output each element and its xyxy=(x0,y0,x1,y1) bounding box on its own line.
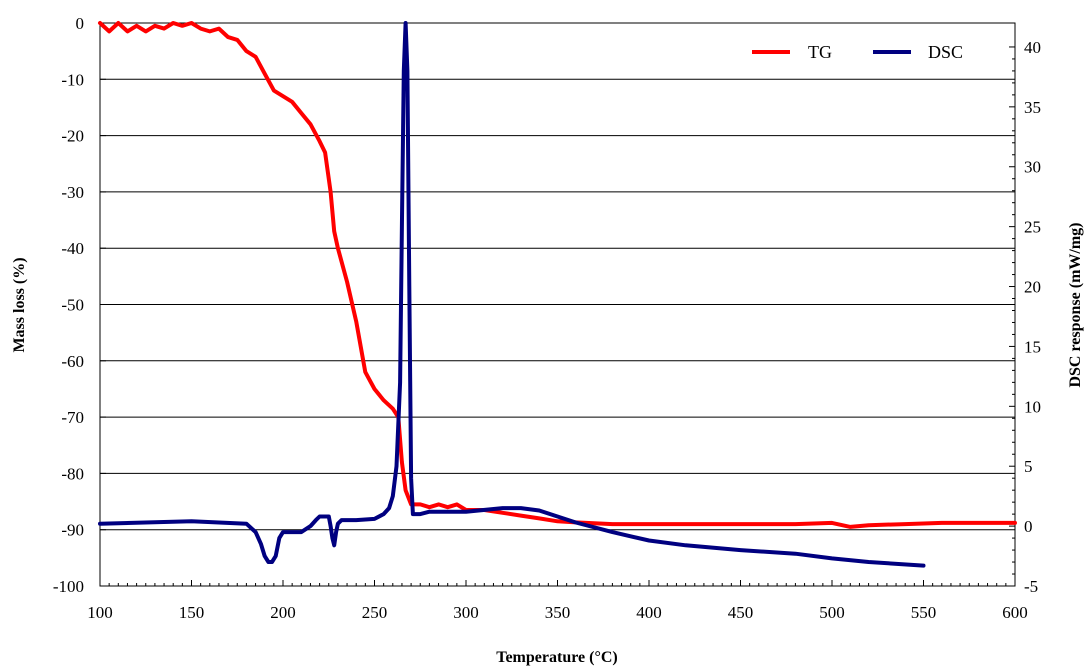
x-tick-label: 150 xyxy=(179,603,205,622)
y-left-tick-label: -60 xyxy=(61,352,84,371)
x-tick-label: 500 xyxy=(819,603,845,622)
series-line-dsc xyxy=(98,21,926,568)
x-tick-label: 400 xyxy=(636,603,662,622)
legend-label-tg: TG xyxy=(808,42,832,62)
x-tick-label: 350 xyxy=(545,603,571,622)
y-left-tick-label: 0 xyxy=(76,14,85,33)
x-tick-label: 200 xyxy=(270,603,296,622)
y-right-tick-label: 25 xyxy=(1024,218,1041,237)
y-right-tick-label: -5 xyxy=(1024,577,1038,596)
y-right-tick-label: 35 xyxy=(1024,98,1041,117)
y-right-tick-label: 15 xyxy=(1024,337,1041,356)
series-layer xyxy=(98,21,1017,568)
y-right-tick-label: 30 xyxy=(1024,158,1041,177)
y-right-tick-label: 10 xyxy=(1024,397,1041,416)
y-left-tick-label: -100 xyxy=(53,577,84,596)
y-right-tick-label: 0 xyxy=(1024,517,1033,536)
y-left-tick-label: -70 xyxy=(61,408,84,427)
x-tick-label: 250 xyxy=(362,603,388,622)
x-tick-label: 300 xyxy=(453,603,479,622)
series-line-tg xyxy=(98,21,1017,529)
x-tick-label: 550 xyxy=(911,603,937,622)
x-axis-title: Temperature (°C) xyxy=(496,649,617,666)
x-tick-label: 600 xyxy=(1002,603,1028,622)
y-left-tick-label: -80 xyxy=(61,464,84,483)
legend-label-dsc: DSC xyxy=(928,42,963,62)
legend: TG DSC xyxy=(752,42,963,62)
x-axis-ticks: 100 150 200 250 300 350 400 450 500 550 600 xyxy=(87,580,1028,622)
y-left-tick-label: -10 xyxy=(61,70,84,89)
x-tick-label: 450 xyxy=(728,603,754,622)
y-left-tick-label: -50 xyxy=(61,296,84,315)
y-left-tick-label: -30 xyxy=(61,183,84,202)
y-left-tick-label: -90 xyxy=(61,521,84,540)
y-left-axis-ticks: 0 -10 -20 -30 -40 -50 -60 -70 -80 -90 -100 xyxy=(53,14,106,596)
y-right-axis-ticks: 40 35 30 25 20 15 10 5 0 -5 xyxy=(1009,38,1041,596)
y-left-tick-label: -40 xyxy=(61,239,84,258)
y-right-tick-label: 5 xyxy=(1024,457,1033,476)
y-left-tick-label: -20 xyxy=(61,127,84,146)
y-left-axis-title: Mass loss (%) xyxy=(11,257,28,352)
y-right-axis-title: DSC response (mW/mg) xyxy=(1067,222,1084,387)
x-tick-label: 100 xyxy=(87,603,113,622)
y-right-tick-label: 40 xyxy=(1024,38,1041,57)
y-right-tick-label: 20 xyxy=(1024,278,1041,297)
